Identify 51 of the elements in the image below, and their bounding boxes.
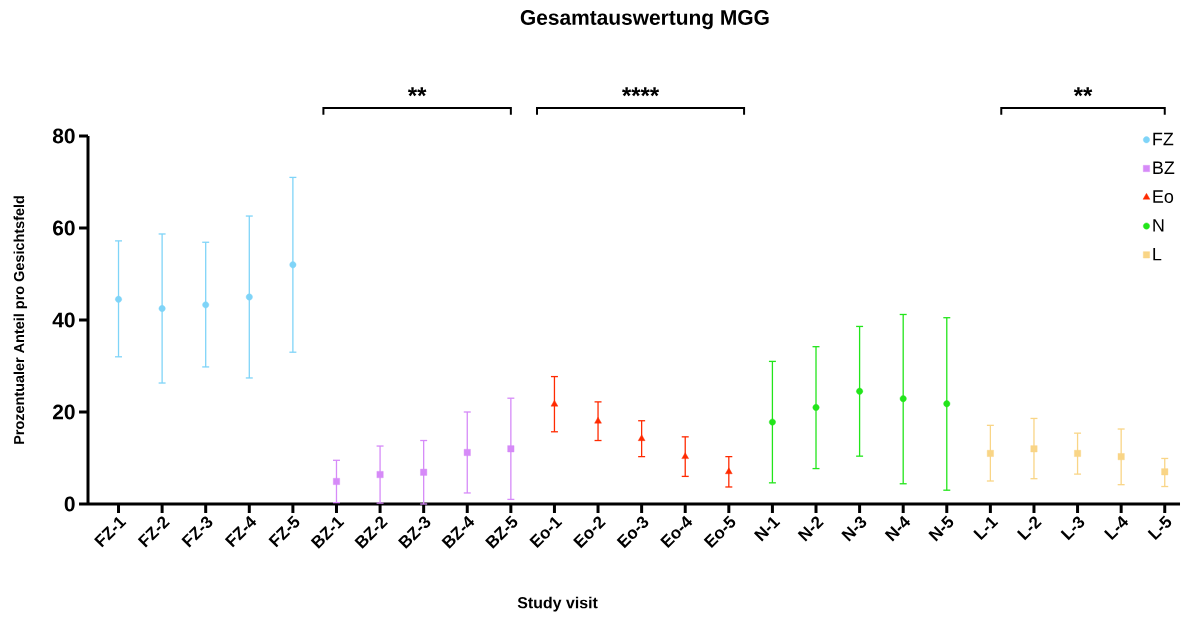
x-tick-label: N-4 — [884, 515, 911, 542]
point — [115, 295, 122, 303]
x-tick-label: N-2 — [797, 516, 824, 542]
point — [507, 445, 515, 453]
point — [856, 387, 863, 395]
point — [420, 468, 428, 476]
legend-label: N — [1153, 219, 1164, 232]
point — [594, 417, 602, 424]
y-tick-label: 0 — [64, 496, 75, 512]
point — [637, 434, 646, 441]
x-tick-label: L-3 — [1060, 516, 1085, 541]
x-tick-label: L-5 — [1147, 515, 1172, 541]
x-tick-label: L-4 — [1104, 515, 1129, 541]
point — [245, 293, 253, 301]
point — [376, 471, 384, 478]
point — [158, 305, 166, 312]
point — [1074, 450, 1081, 457]
y-tick-label: 20 — [52, 404, 75, 420]
x-axis-title: Study visit — [517, 596, 598, 612]
y-axis-title: Prozentualer Anteil pro Gesichtsfeld — [13, 196, 28, 444]
point — [986, 450, 994, 457]
y-tick-label: 80 — [52, 128, 75, 144]
point — [1117, 453, 1125, 461]
point — [1161, 468, 1169, 476]
point — [681, 452, 689, 459]
y-tick-label: 60 — [53, 220, 75, 236]
text: **** — [622, 87, 660, 97]
point — [550, 400, 559, 407]
point — [289, 261, 297, 269]
legend-label: Eo — [1153, 190, 1174, 203]
x-tick-label: N-3 — [841, 516, 867, 542]
chart-title: Gesamtauswertung MGG — [520, 10, 769, 30]
text: ** — [1073, 87, 1093, 97]
point — [899, 395, 907, 403]
x-tick-label: N-5 — [928, 515, 954, 542]
legend-label: L — [1153, 247, 1162, 261]
x-tick-label: L-2 — [1016, 516, 1042, 541]
y-tick-label: 40 — [52, 312, 75, 328]
x-tick-label: L-1 — [973, 516, 999, 541]
legend-label: FZ — [1153, 132, 1174, 146]
point — [769, 418, 776, 426]
point — [333, 478, 340, 485]
point — [812, 404, 820, 411]
point — [202, 301, 210, 309]
text: ** — [407, 87, 427, 97]
point — [1030, 445, 1038, 453]
point — [943, 400, 951, 408]
legend-label: BZ — [1153, 161, 1175, 174]
point — [725, 467, 733, 474]
point — [463, 449, 471, 456]
x-tick-label: N-1 — [753, 516, 781, 542]
